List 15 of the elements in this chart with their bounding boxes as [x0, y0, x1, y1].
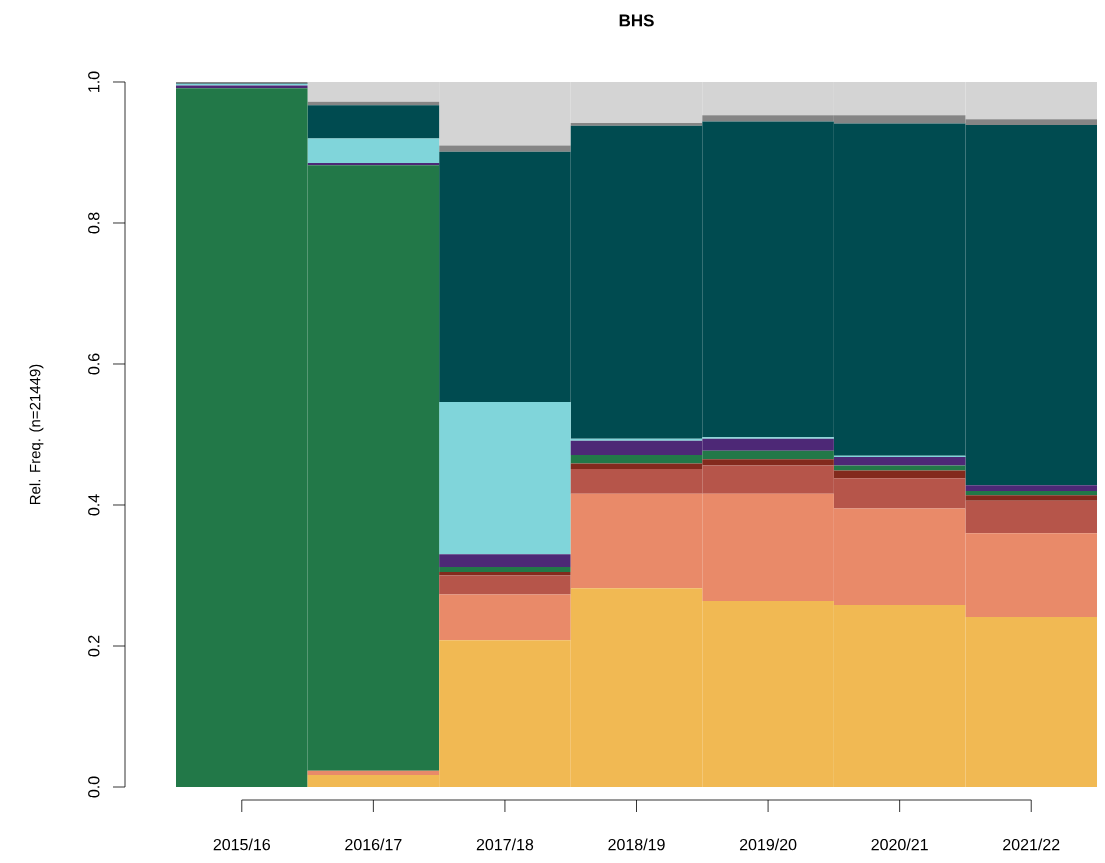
y-tick-label: 0.8: [88, 212, 100, 234]
x-tick-label: 2015/16: [213, 838, 270, 851]
y-tick-label: 0.4: [88, 494, 100, 516]
y-axis-title: Rel. Freq. (n=21449): [29, 364, 44, 505]
x-tick-label: 2019/20: [739, 838, 797, 851]
x-tick-label: 2016/17: [345, 838, 402, 851]
x-tick-label: 2017/18: [476, 838, 534, 851]
x-tick-label: 2018/19: [608, 838, 665, 851]
x-tick-label: 2020/21: [871, 838, 928, 851]
chart-title: BHS: [619, 14, 654, 27]
y-tick-label: 0.0: [88, 776, 100, 798]
y-tick-label: 0.2: [88, 635, 100, 657]
y-tick-label: 0.6: [88, 353, 100, 375]
y-tick-label: 1.0: [88, 71, 100, 92]
x-tick-label: 2021/22: [1003, 838, 1060, 851]
